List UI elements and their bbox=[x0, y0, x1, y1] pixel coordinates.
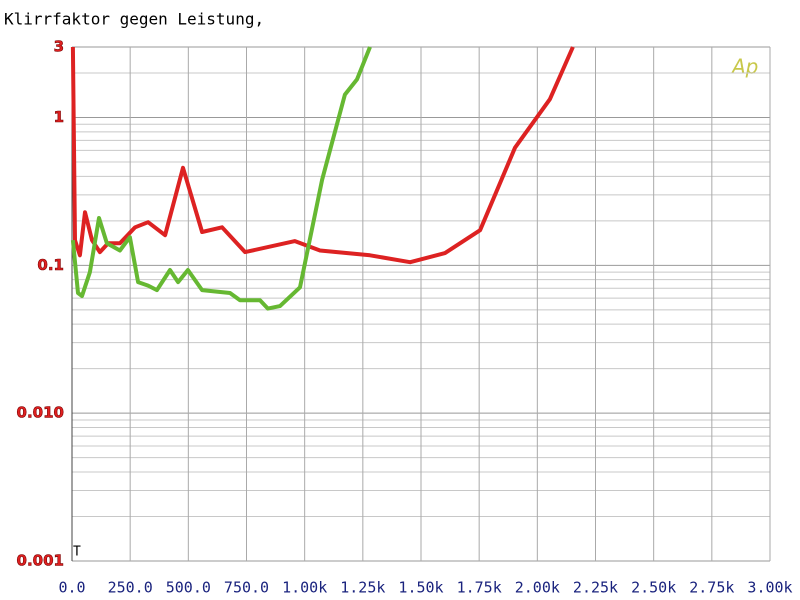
x-tick-label: 250.0 bbox=[108, 579, 153, 597]
y-tick-label: 1 bbox=[54, 108, 64, 126]
x-tick-label: 0.0 bbox=[58, 579, 85, 597]
series-line bbox=[70, 46, 575, 265]
marker: T bbox=[73, 545, 81, 560]
x-tick-label: 2.25k bbox=[573, 579, 618, 597]
x-tick-label: 1.25k bbox=[340, 579, 385, 597]
x-tick-label: 1.00k bbox=[282, 579, 327, 597]
y-tick-label: 0.010 bbox=[17, 404, 64, 422]
x-tick-label: 2.75k bbox=[689, 579, 734, 597]
x-tick-label: 1.75k bbox=[457, 579, 502, 597]
chart-title: Klirrfaktor gegen Leistung, bbox=[4, 10, 264, 29]
x-tick-label: 1.50k bbox=[398, 579, 443, 597]
y-tick-label: 3 bbox=[54, 38, 64, 56]
logo: Ap bbox=[730, 55, 758, 79]
y-tick-label: 0.1 bbox=[37, 256, 64, 274]
x-tick-label: 750.0 bbox=[224, 579, 269, 597]
x-tick-label: 3.00k bbox=[747, 579, 792, 597]
x-tick-label: 500.0 bbox=[166, 579, 211, 597]
y-tick-label: 0.001 bbox=[17, 552, 64, 570]
series-line bbox=[70, 46, 372, 311]
x-tick-label: 2.00k bbox=[515, 579, 560, 597]
x-tick-label: 2.50k bbox=[631, 579, 676, 597]
